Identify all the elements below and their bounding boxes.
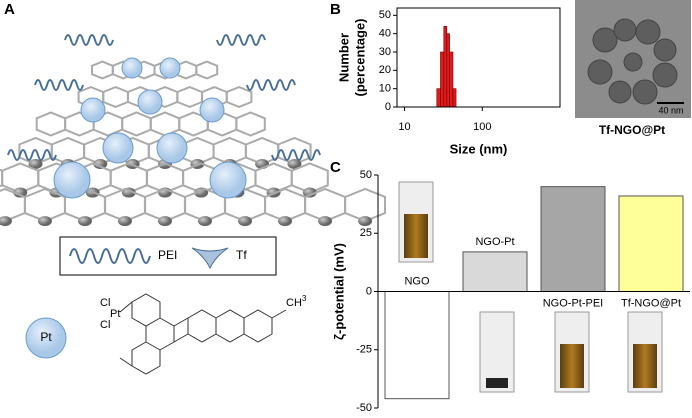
y-tick-label: 0	[366, 285, 372, 297]
atom	[358, 216, 373, 227]
legend-label: PEI	[158, 248, 177, 262]
atom	[77, 216, 92, 227]
pt-particle	[121, 57, 143, 79]
pei-chain	[216, 34, 266, 46]
atom-label: Pt	[110, 308, 120, 320]
atom-label: Cl	[100, 297, 110, 309]
atom	[93, 159, 108, 170]
lattice-ring	[102, 86, 129, 108]
category-label: NGO-Pt-PEI	[543, 297, 604, 309]
x-tick-label: 100	[473, 121, 491, 133]
plot-frame	[396, 7, 561, 108]
hist-bar	[449, 51, 454, 108]
pt-particle	[159, 57, 181, 79]
pei-chain	[34, 79, 84, 91]
atom	[158, 216, 172, 227]
tf-icon	[191, 247, 229, 270]
pt-particle	[53, 161, 91, 199]
y-axis-label: (percentage)	[352, 18, 367, 96]
lattice-ring	[91, 60, 114, 80]
y-axis-label: Number	[336, 33, 351, 82]
y-tick-label: 50	[360, 169, 372, 181]
lattice-ring	[176, 86, 203, 108]
hist-bar	[446, 33, 450, 108]
y-tick-label: 20	[379, 64, 391, 76]
atom	[37, 216, 52, 227]
y-tick-label: 25	[360, 227, 372, 239]
y-tick-label: 0	[385, 101, 391, 113]
hist-bar	[452, 88, 457, 108]
y-tick-label: 30	[379, 46, 391, 58]
lattice-ring	[121, 111, 152, 137]
atom	[0, 216, 12, 227]
atom	[117, 216, 132, 227]
vials	[398, 181, 663, 393]
pt-particle	[102, 132, 134, 164]
chemical-structure	[119, 293, 287, 375]
legend-label: Tf	[236, 248, 247, 262]
atom-label: CH	[286, 297, 302, 309]
atom	[13, 187, 28, 198]
y-axis-label: ζ-potential (mV)	[331, 243, 346, 340]
pt-particle	[199, 97, 225, 123]
pt-icon	[25, 317, 67, 359]
pei-chain	[271, 149, 321, 161]
graphene-schematic	[0, 34, 386, 227]
panel-label: B	[330, 1, 341, 18]
atom-label: Cl	[100, 319, 110, 331]
lattice-ring	[149, 111, 181, 137]
category-label: Tf-NGO@Pt	[621, 297, 681, 309]
pt-label: Pt	[40, 330, 52, 344]
hist-bar	[436, 88, 441, 108]
lattice-ring	[35, 111, 67, 137]
atom	[28, 159, 43, 170]
pt-particle	[80, 97, 106, 123]
y-tick-label: 40	[379, 28, 391, 40]
bar	[618, 195, 684, 292]
tem-particles	[587, 18, 678, 105]
panel-label: A	[4, 1, 15, 18]
pei-chain	[64, 34, 114, 46]
hist-bar	[443, 26, 448, 108]
lattice-ring	[195, 60, 219, 80]
pt-particle	[156, 132, 188, 164]
y-tick-label: 10	[379, 83, 391, 95]
y-tick-label: -50	[356, 402, 372, 413]
pt-particle	[209, 161, 247, 199]
atom	[238, 216, 253, 227]
legend-box	[59, 236, 277, 276]
atom	[318, 216, 333, 227]
atom	[198, 216, 213, 227]
tem-caption: Tf-NGO@Pt	[599, 123, 665, 137]
pei-icon	[69, 248, 151, 264]
y-tick-label: 50	[379, 9, 391, 21]
panel-label: C	[330, 159, 341, 176]
atom	[302, 187, 317, 198]
pt-particle	[137, 89, 163, 115]
hist-bar	[440, 51, 445, 108]
y-tick-label: -25	[356, 344, 372, 356]
x-axis-label: Size (nm)	[450, 141, 508, 156]
scale-label: 40 nm	[658, 105, 683, 115]
x-tick-label: 10	[398, 121, 410, 133]
lattice-ring	[225, 86, 253, 108]
lattice-ring	[235, 111, 266, 137]
bar	[384, 291, 450, 400]
bar	[462, 251, 528, 292]
bar	[540, 186, 606, 292]
category-label: NGO-Pt	[475, 236, 514, 248]
pei-chain	[7, 149, 57, 161]
atom	[278, 216, 293, 227]
atom-label: 3	[302, 294, 307, 303]
category-label: NGO	[404, 275, 430, 287]
atom	[287, 159, 302, 170]
pei-chain	[246, 79, 296, 91]
